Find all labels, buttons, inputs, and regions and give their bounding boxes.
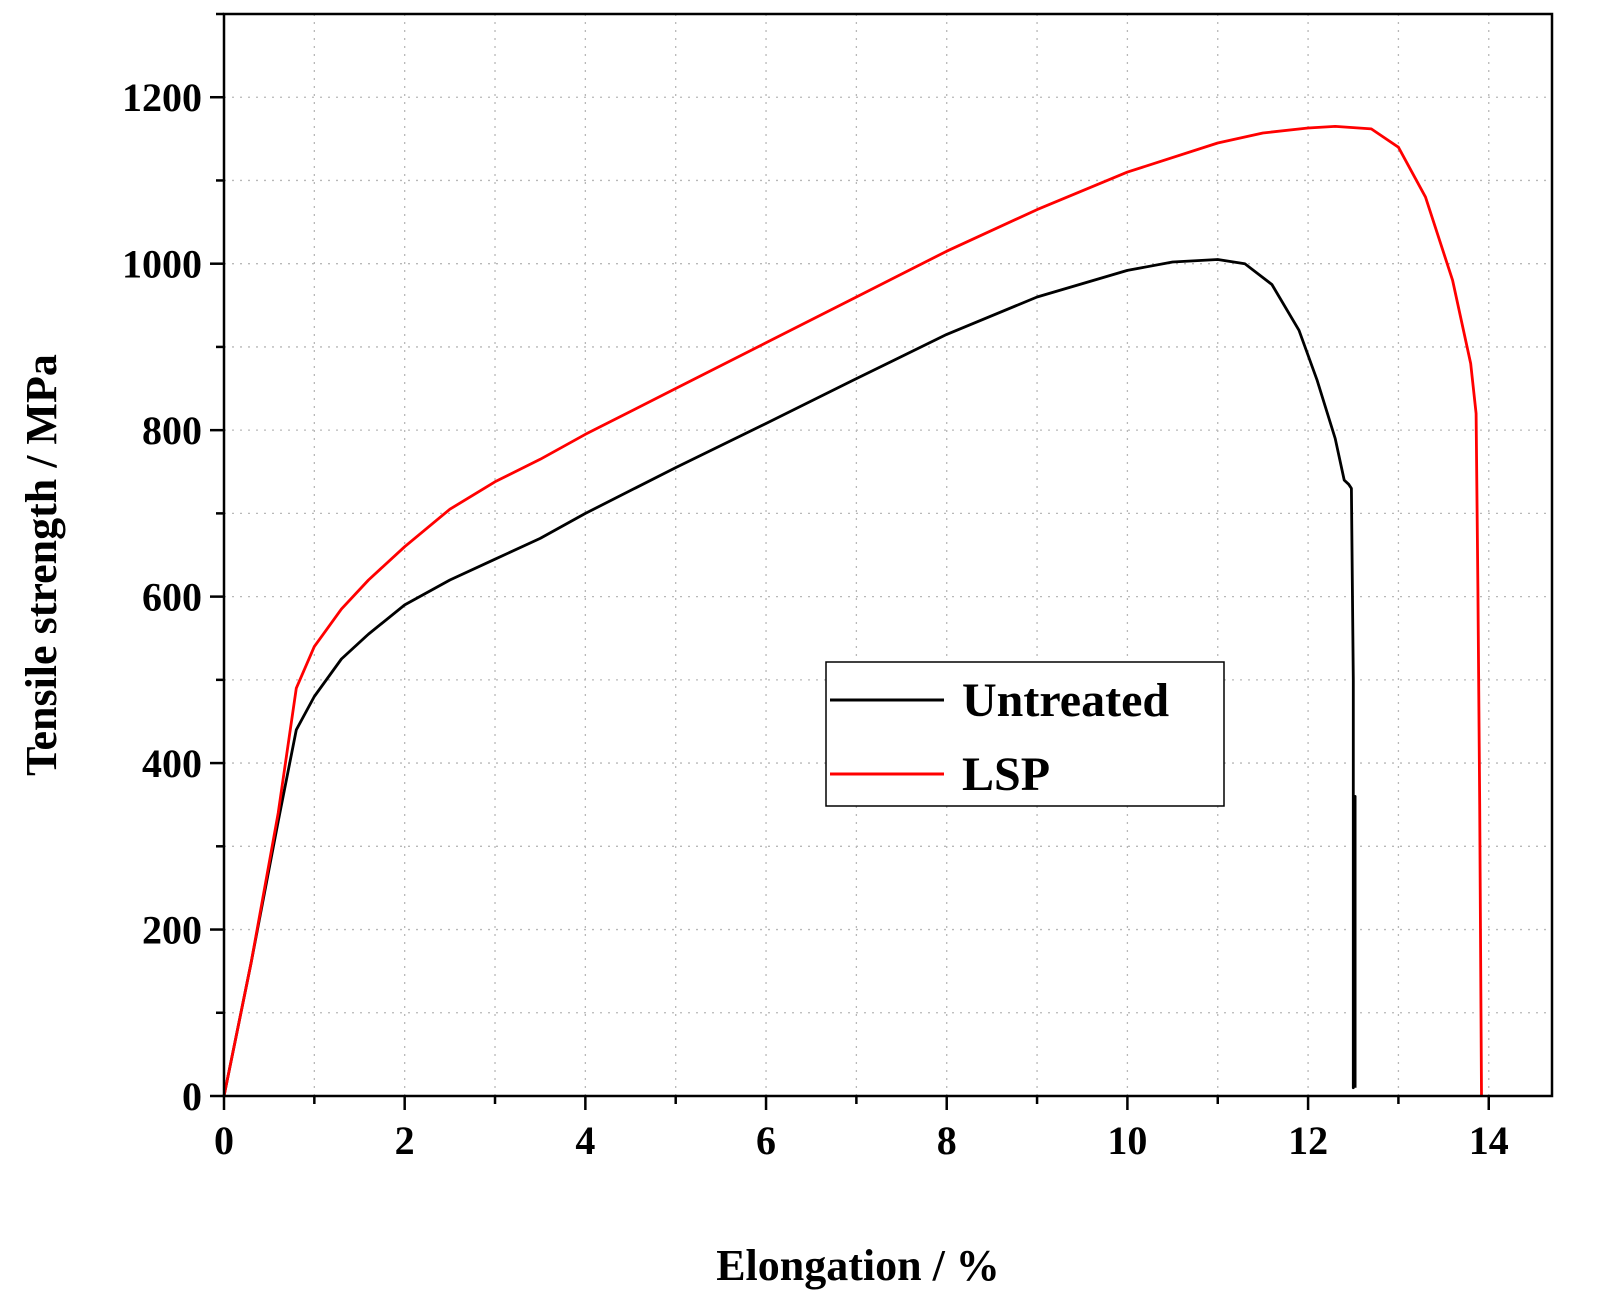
y-tick-label: 200: [142, 908, 202, 953]
axis-ticks: [210, 12, 1491, 1110]
y-tick-label: 800: [142, 408, 202, 453]
y-tick-label: 1200: [122, 75, 202, 120]
legend-label-lsp: LSP: [962, 748, 1050, 801]
x-tick-label: 4: [575, 1118, 595, 1163]
legend-box: [825, 661, 1225, 807]
y-tick-label: 0: [182, 1074, 202, 1119]
x-tick-label: 12: [1288, 1118, 1328, 1163]
x-tick-label: 2: [395, 1118, 415, 1163]
x-tick-label: 10: [1107, 1118, 1147, 1163]
x-tick-label: 0: [214, 1118, 234, 1163]
tick-labels: 0 2 4 6 8 10 12 14 0 200 400 600 800 1000 1200: [122, 75, 1509, 1163]
y-tick-label: 600: [142, 575, 202, 620]
legend: Untreated LSP: [825, 661, 1225, 807]
plot-frame: [222, 12, 1554, 1098]
y-axis-title: Tensile strength / MPa: [17, 354, 66, 776]
series-layer: [222, 125, 1483, 1097]
x-axis-title: Elongation / %: [716, 1241, 1000, 1290]
legend-label-untreated: Untreated: [962, 674, 1169, 727]
series-line-lsp: [222, 125, 1483, 1097]
x-tick-label: 8: [937, 1118, 957, 1163]
x-tick-label: 14: [1469, 1118, 1509, 1163]
y-tick-label: 1000: [122, 242, 202, 287]
x-tick-label: 6: [756, 1118, 776, 1163]
series-line-untreated: [222, 258, 1357, 1097]
y-tick-label: 400: [142, 741, 202, 786]
